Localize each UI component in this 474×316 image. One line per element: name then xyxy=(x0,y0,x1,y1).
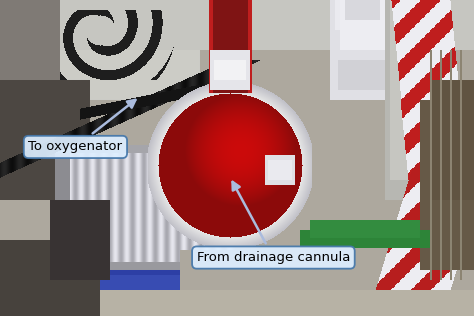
Text: From drainage cannula: From drainage cannula xyxy=(197,182,350,264)
Text: To oxygenator: To oxygenator xyxy=(28,100,136,154)
